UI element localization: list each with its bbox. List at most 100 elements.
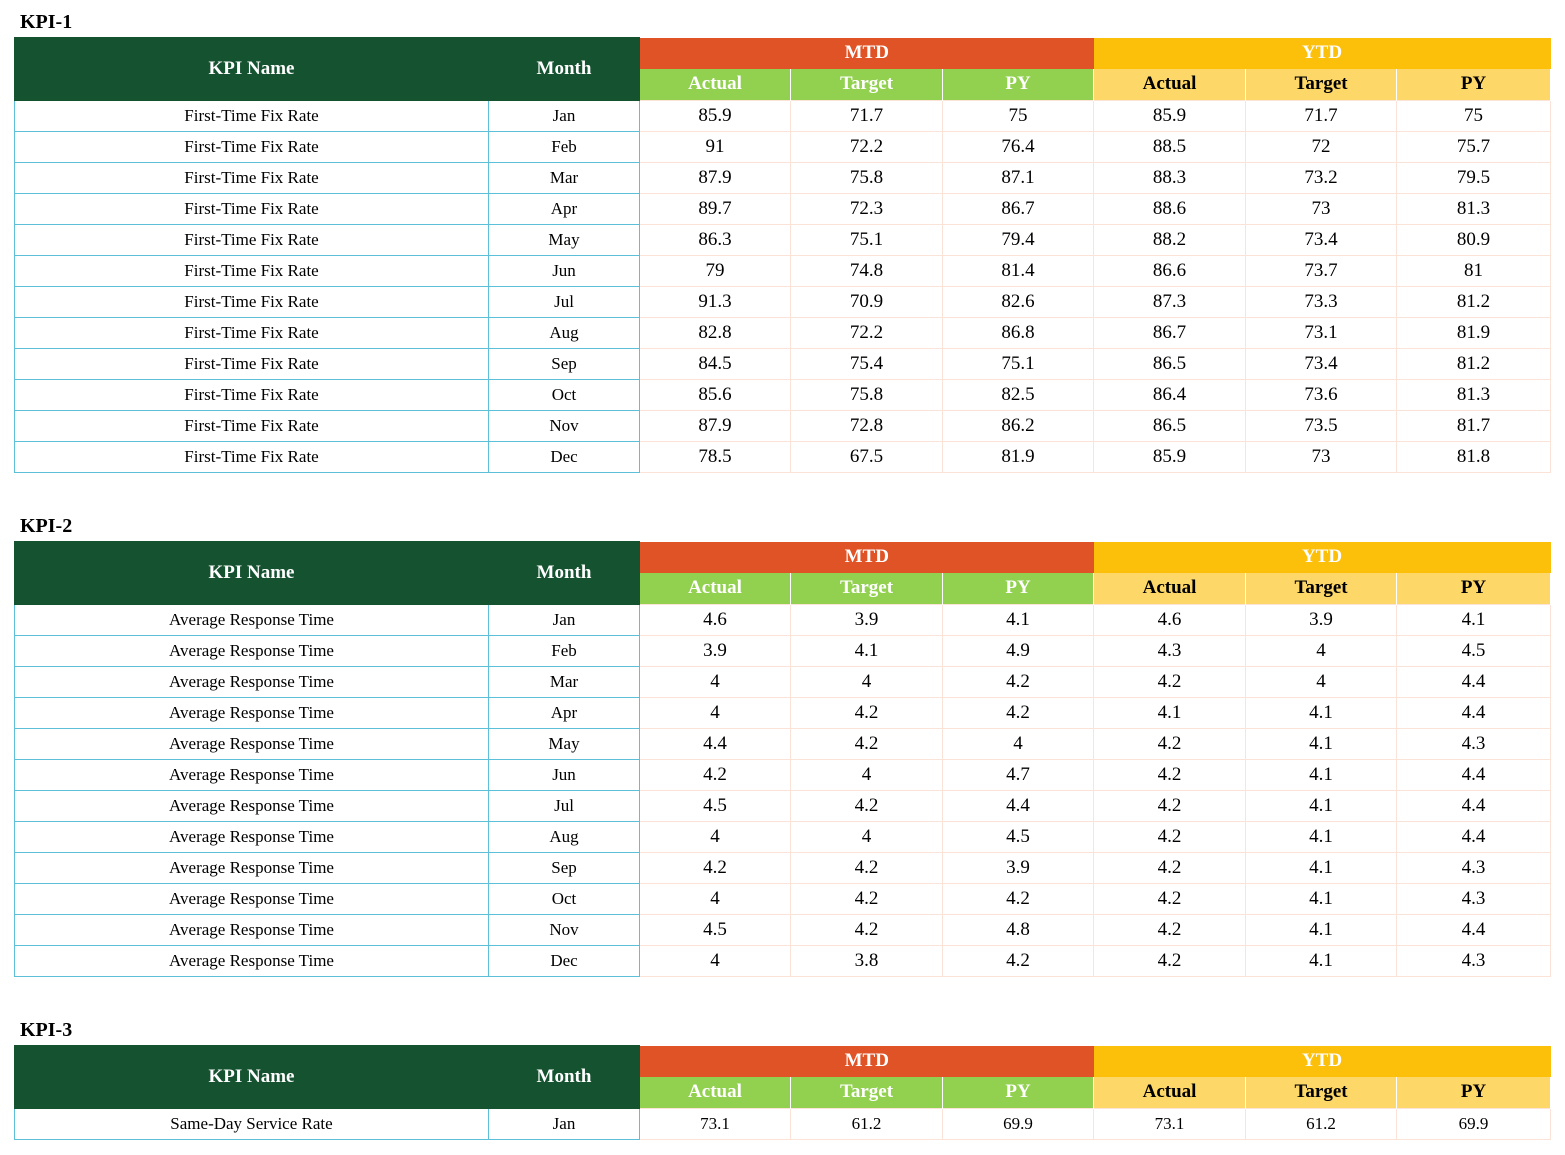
ytd-actual-cell: 86.5: [1093, 347, 1247, 380]
table-row: Average Response Time Nov 4.5 4.2 4.8 4.2 4.1 4…: [14, 913, 1552, 946]
ytd-py-header: PY: [1396, 572, 1552, 604]
ytd-actual-cell: 4.2: [1093, 727, 1247, 760]
mtd-actual-cell: 4: [639, 944, 791, 977]
mtd-actual-cell: 4.5: [639, 789, 791, 822]
month-cell: Mar: [488, 665, 640, 698]
ytd-target-cell: 73: [1245, 192, 1398, 225]
table-row: Average Response Time Aug 4 4 4.5 4.2 4.1 4.4: [14, 820, 1552, 853]
month-cell: Nov: [488, 409, 640, 442]
ytd-actual-cell: 85.9: [1093, 99, 1247, 132]
mtd-target-cell: 72.3: [790, 192, 943, 225]
month-cell: Apr: [488, 192, 640, 225]
table-row: Average Response Time May 4.4 4.2 4 4.2 4.1 4.3: [14, 727, 1552, 760]
mtd-py-cell: 82.5: [941, 378, 1095, 411]
table-row: First-Time Fix Rate Apr 89.7 72.3 86.7 88.6 73…: [14, 192, 1552, 225]
ytd-py-cell: 81.3: [1396, 378, 1552, 411]
ytd-actual-header: Actual: [1093, 572, 1247, 604]
kpi-name-cell: Average Response Time: [14, 882, 489, 915]
ytd-py-cell: 81.2: [1396, 347, 1552, 380]
month-header: Month: [488, 1045, 640, 1109]
mtd-py-cell: 3.9: [941, 851, 1095, 884]
month-cell: Sep: [488, 851, 640, 884]
mtd-target-cell: 75.8: [790, 161, 943, 194]
mtd-actual-cell: 91: [639, 130, 791, 163]
kpi-table: KPI Name Month MTD YTD Actual Target PY …: [14, 37, 1552, 473]
mtd-actual-cell: 3.9: [639, 634, 791, 667]
mtd-py-header: PY: [942, 572, 1095, 604]
mtd-actual-cell: 86.3: [639, 223, 791, 256]
ytd-py-cell: 4.4: [1396, 789, 1552, 822]
table-row: First-Time Fix Rate Sep 84.5 75.4 75.1 86.5 73…: [14, 347, 1552, 380]
mtd-target-cell: 75.1: [790, 223, 943, 256]
mtd-py-cell: 82.6: [941, 285, 1095, 318]
kpi-name-cell: First-Time Fix Rate: [14, 99, 489, 132]
mtd-actual-header: Actual: [639, 1076, 791, 1108]
month-cell: Oct: [488, 378, 640, 411]
mtd-py-cell: 87.1: [941, 161, 1095, 194]
kpi-name-cell: Same-Day Service Rate: [14, 1107, 489, 1140]
mtd-py-cell: 76.4: [941, 130, 1095, 163]
kpi-name-cell: First-Time Fix Rate: [14, 223, 489, 256]
mtd-actual-cell: 79: [639, 254, 791, 287]
mtd-py-cell: 75: [941, 99, 1095, 132]
month-cell: Feb: [488, 634, 640, 667]
mtd-py-cell: 4.2: [941, 944, 1095, 977]
ytd-actual-header: Actual: [1093, 1076, 1247, 1108]
kpi-name-cell: First-Time Fix Rate: [14, 347, 489, 380]
kpi-name-cell: First-Time Fix Rate: [14, 316, 489, 349]
kpi-name-cell: First-Time Fix Rate: [14, 409, 489, 442]
mtd-target-cell: 72.8: [790, 409, 943, 442]
mtd-actual-cell: 4.2: [639, 758, 791, 791]
mtd-actual-cell: 87.9: [639, 409, 791, 442]
ytd-py-cell: 4.4: [1396, 665, 1552, 698]
table-row: First-Time Fix Rate Oct 85.6 75.8 82.5 86.4 73…: [14, 378, 1552, 411]
ytd-actual-header: Actual: [1093, 68, 1247, 100]
ytd-actual-cell: 4.2: [1093, 882, 1247, 915]
ytd-py-cell: 4.1: [1396, 603, 1552, 636]
mtd-actual-cell: 4.2: [639, 851, 791, 884]
ytd-actual-cell: 73.1: [1093, 1107, 1247, 1140]
table-row: First-Time Fix Rate Dec 78.5 67.5 81.9 85.9 73…: [14, 440, 1552, 473]
mtd-actual-cell: 4: [639, 882, 791, 915]
ytd-actual-cell: 88.2: [1093, 223, 1247, 256]
ytd-actual-cell: 4.2: [1093, 820, 1247, 853]
kpi-name-cell: Average Response Time: [14, 603, 489, 636]
kpi-name-cell: Average Response Time: [14, 851, 489, 884]
ytd-actual-cell: 4.3: [1093, 634, 1247, 667]
kpi-name-cell: Average Response Time: [14, 820, 489, 853]
mtd-header: MTD: [639, 1045, 1094, 1077]
mtd-actual-cell: 87.9: [639, 161, 791, 194]
month-header: Month: [488, 37, 640, 101]
mtd-py-cell: 4.1: [941, 603, 1095, 636]
mtd-target-cell: 74.8: [790, 254, 943, 287]
kpi-name-cell: Average Response Time: [14, 665, 489, 698]
kpi-name-cell: Average Response Time: [14, 789, 489, 822]
mtd-actual-cell: 4: [639, 696, 791, 729]
month-cell: Sep: [488, 347, 640, 380]
kpi-title: KPI-2: [20, 515, 73, 537]
ytd-actual-cell: 88.3: [1093, 161, 1247, 194]
kpi-name-cell: Average Response Time: [14, 758, 489, 791]
ytd-py-cell: 4.4: [1396, 820, 1552, 853]
month-cell: Jun: [488, 758, 640, 791]
ytd-target-cell: 4.1: [1245, 789, 1398, 822]
ytd-py-cell: 4.3: [1396, 882, 1552, 915]
ytd-actual-cell: 4.2: [1093, 758, 1247, 791]
ytd-header: YTD: [1093, 541, 1551, 573]
mtd-py-cell: 86.2: [941, 409, 1095, 442]
kpi-name-cell: First-Time Fix Rate: [14, 254, 489, 287]
ytd-target-cell: 73: [1245, 440, 1398, 473]
mtd-actual-cell: 4: [639, 820, 791, 853]
month-cell: Jun: [488, 254, 640, 287]
month-cell: Jan: [488, 1107, 640, 1140]
ytd-target-cell: 4.1: [1245, 820, 1398, 853]
mtd-py-cell: 4.4: [941, 789, 1095, 822]
table-row: Average Response Time Feb 3.9 4.1 4.9 4.3 4 4.5: [14, 634, 1552, 667]
kpi-name-cell: Average Response Time: [14, 944, 489, 977]
ytd-py-cell: 81.9: [1396, 316, 1552, 349]
kpi-name-header: KPI Name: [14, 1045, 489, 1109]
table-row: First-Time Fix Rate Jun 79 74.8 81.4 86.6 73.7…: [14, 254, 1552, 287]
ytd-actual-cell: 4.2: [1093, 913, 1247, 946]
kpi-table: KPI Name Month MTD YTD Actual Target PY …: [14, 1045, 1552, 1140]
ytd-py-cell: 81.7: [1396, 409, 1552, 442]
